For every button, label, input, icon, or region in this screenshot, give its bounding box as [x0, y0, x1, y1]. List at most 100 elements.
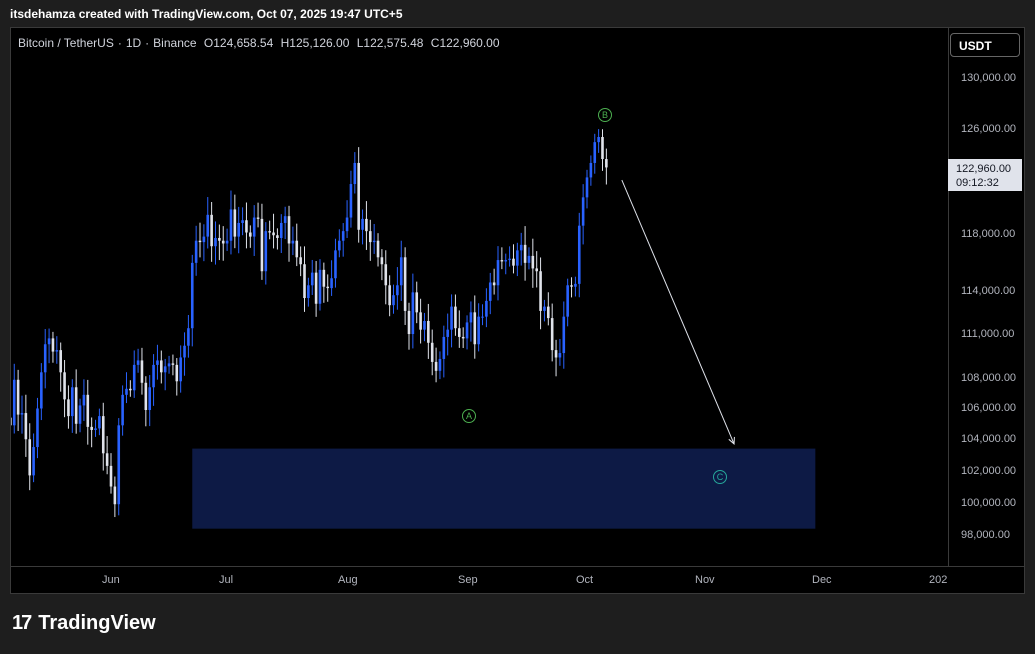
candle[interactable] — [59, 342, 62, 392]
candle[interactable] — [279, 214, 283, 253]
candle[interactable] — [388, 275, 391, 317]
demand-zone[interactable] — [192, 448, 816, 529]
candle[interactable] — [295, 223, 299, 267]
candle[interactable] — [396, 267, 399, 310]
candle[interactable] — [129, 380, 132, 397]
candle[interactable] — [492, 268, 496, 295]
candle[interactable] — [368, 219, 372, 261]
candle[interactable] — [307, 277, 310, 307]
candle[interactable] — [11, 408, 12, 435]
candle[interactable] — [24, 394, 28, 457]
candle[interactable] — [276, 228, 279, 250]
candle[interactable] — [415, 281, 419, 324]
candle[interactable] — [481, 304, 484, 326]
candle[interactable] — [411, 273, 415, 349]
candle[interactable] — [198, 222, 202, 258]
candle[interactable] — [446, 313, 449, 356]
candle[interactable] — [214, 221, 217, 265]
candle[interactable] — [113, 476, 117, 518]
candle[interactable] — [167, 355, 171, 374]
candle[interactable] — [562, 301, 566, 369]
candle[interactable] — [237, 206, 241, 254]
candle[interactable] — [272, 213, 275, 249]
candle[interactable] — [55, 336, 59, 364]
candle[interactable] — [442, 325, 446, 378]
candle[interactable] — [12, 363, 16, 434]
candle[interactable] — [554, 339, 558, 377]
candle[interactable] — [229, 190, 233, 255]
candle[interactable] — [485, 288, 488, 328]
candle[interactable] — [202, 224, 206, 262]
candle[interactable] — [338, 229, 341, 258]
candle[interactable] — [291, 226, 295, 256]
candle[interactable] — [519, 232, 523, 266]
wave-label-a[interactable]: A — [462, 409, 476, 423]
candle[interactable] — [330, 260, 333, 296]
candle[interactable] — [171, 354, 175, 376]
candle[interactable] — [117, 418, 121, 516]
candle[interactable] — [399, 240, 403, 301]
candle[interactable] — [287, 205, 291, 262]
candle[interactable] — [160, 350, 163, 384]
candle[interactable] — [218, 224, 221, 261]
candle[interactable] — [90, 417, 93, 448]
candle[interactable] — [144, 376, 148, 427]
candle[interactable] — [496, 246, 500, 301]
candle[interactable] — [299, 246, 302, 277]
candle[interactable] — [430, 329, 434, 376]
candle[interactable] — [550, 303, 554, 362]
candle[interactable] — [488, 272, 492, 315]
candle[interactable] — [43, 329, 47, 389]
candle[interactable] — [341, 223, 345, 257]
candle[interactable] — [570, 277, 573, 298]
candle[interactable] — [473, 295, 477, 359]
candle[interactable] — [210, 202, 213, 262]
candle[interactable] — [589, 155, 593, 186]
projection-arrow-line[interactable] — [621, 179, 735, 445]
candle[interactable] — [67, 385, 70, 429]
candle[interactable] — [372, 223, 376, 254]
candle[interactable] — [477, 303, 480, 352]
candle[interactable] — [101, 402, 105, 471]
candle[interactable] — [434, 347, 438, 383]
candle[interactable] — [264, 222, 268, 285]
candle[interactable] — [194, 225, 198, 276]
candle[interactable] — [225, 228, 229, 251]
candle[interactable] — [581, 184, 585, 245]
currency-selector[interactable]: USDT — [950, 33, 1020, 57]
candle[interactable] — [605, 148, 608, 185]
candle[interactable] — [136, 348, 140, 373]
candle[interactable] — [132, 350, 136, 398]
candle[interactable] — [403, 247, 407, 325]
candle[interactable] — [318, 259, 322, 311]
candle[interactable] — [392, 284, 395, 314]
candle[interactable] — [380, 249, 384, 281]
candle[interactable] — [585, 169, 589, 209]
candle[interactable] — [245, 202, 248, 249]
candle[interactable] — [543, 299, 546, 322]
symbol-name[interactable]: Bitcoin / TetherUS — [18, 36, 114, 50]
candle[interactable] — [125, 372, 128, 404]
candle[interactable] — [349, 170, 353, 228]
chart-frame[interactable]: Bitcoin / TetherUS · 1D · Binance O124,658.5… — [10, 27, 1025, 594]
candle[interactable] — [458, 310, 461, 348]
candle[interactable] — [407, 302, 411, 350]
candle[interactable] — [303, 246, 306, 312]
candle[interactable] — [423, 312, 426, 342]
price-axis[interactable] — [948, 28, 1025, 566]
wave-label-b[interactable]: B — [598, 108, 612, 122]
candle[interactable] — [268, 220, 271, 240]
candle[interactable] — [574, 276, 577, 297]
candle[interactable] — [20, 395, 24, 434]
candle[interactable] — [98, 408, 101, 436]
candle[interactable] — [508, 246, 511, 267]
candle[interactable] — [94, 419, 97, 437]
candle[interactable] — [577, 212, 581, 298]
candle[interactable] — [163, 358, 167, 391]
candle[interactable] — [156, 344, 159, 380]
candle[interactable] — [140, 347, 144, 395]
candle[interactable] — [523, 226, 527, 281]
candle[interactable] — [450, 294, 453, 348]
candle[interactable] — [566, 278, 569, 327]
candle[interactable] — [260, 203, 264, 280]
